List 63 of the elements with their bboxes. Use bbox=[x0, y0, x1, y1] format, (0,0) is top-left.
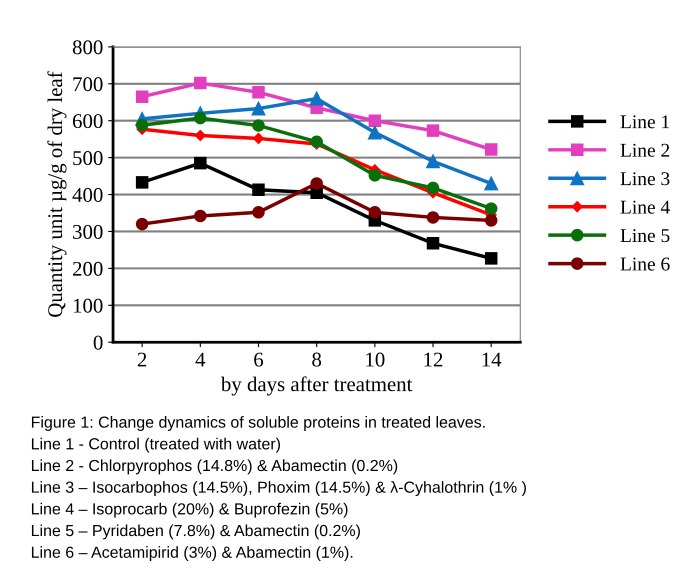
point bbox=[310, 177, 323, 190]
caption: Figure 1: Change dynamics of soluble proteins in treated leaves. bbox=[32, 416, 485, 431]
x-tick-label: 2 bbox=[138, 352, 146, 366]
point bbox=[136, 218, 148, 230]
point bbox=[484, 252, 498, 265]
x-tick-label: 14 bbox=[482, 352, 502, 366]
legend-label: Line 2 bbox=[620, 144, 670, 157]
text: Line 1 - Control (treated with water) bbox=[32, 438, 280, 453]
point bbox=[484, 176, 498, 190]
legend-label: Line 5 bbox=[620, 229, 670, 242]
point bbox=[252, 132, 264, 144]
legend-label: Line 1 bbox=[620, 115, 670, 128]
x-axis-title: by days after treatment bbox=[220, 376, 412, 396]
text: Line 5 – Pyridaben (7.8%) & Abamectin (0.2%) bbox=[32, 524, 360, 540]
point bbox=[368, 126, 382, 140]
point bbox=[194, 210, 207, 222]
point bbox=[310, 92, 324, 106]
point bbox=[252, 119, 265, 132]
point bbox=[484, 143, 498, 156]
y-tick-label: 500 bbox=[73, 151, 103, 166]
x-tick-label: 6 bbox=[254, 352, 264, 367]
y-tick-label: 600 bbox=[72, 114, 103, 128]
point bbox=[368, 114, 382, 127]
point bbox=[484, 214, 498, 227]
y-tick-label: 200 bbox=[72, 262, 103, 276]
point bbox=[426, 237, 440, 250]
point bbox=[426, 182, 440, 194]
y-tick-label: 0 bbox=[94, 336, 103, 350]
y-tick-label: 300 bbox=[73, 224, 103, 239]
point bbox=[310, 136, 323, 148]
point bbox=[194, 156, 207, 170]
point bbox=[252, 102, 266, 116]
point bbox=[484, 202, 498, 215]
point bbox=[136, 90, 148, 103]
point bbox=[194, 112, 207, 124]
point bbox=[252, 184, 265, 196]
x-tick-label: 4 bbox=[196, 352, 206, 366]
text: Line 6 – Acetamipirid (3%) & Abamectin (1%). bbox=[32, 546, 352, 562]
point bbox=[426, 211, 440, 224]
y-axis-title: Quantity unit µg/g of dry leaf bbox=[47, 71, 67, 317]
x-tick-label: 10 bbox=[366, 352, 384, 367]
text: Line 4 – Isoprocarb (20%) & Buprofezin (5%) bbox=[32, 502, 348, 518]
point bbox=[194, 130, 206, 142]
text: Line 3 – Isocarbophos (14.5%), Phoxim (14.5%) & λ-Cyhalothrin (1% ) bbox=[32, 481, 526, 496]
point bbox=[368, 206, 382, 219]
y-tick-label: 800 bbox=[72, 40, 103, 54]
text: Line 2 - Chlorpyrophos (14.8%) & Abamectin (0.2%) bbox=[32, 459, 398, 474]
point bbox=[368, 169, 382, 182]
point bbox=[136, 118, 148, 132]
point bbox=[426, 154, 440, 168]
point bbox=[194, 76, 207, 90]
point bbox=[426, 124, 440, 137]
y-tick-label: 700 bbox=[73, 77, 103, 92]
legend-label: Line 4 bbox=[620, 200, 670, 214]
point bbox=[252, 206, 265, 219]
x-tick-label: 12 bbox=[424, 352, 442, 366]
legend-label: Line 6 bbox=[620, 258, 670, 271]
point bbox=[136, 176, 148, 189]
point bbox=[252, 86, 265, 99]
y-tick-label: 100 bbox=[74, 298, 103, 313]
legend-label: Line 3 bbox=[620, 172, 670, 186]
x-tick-label: 8 bbox=[312, 352, 322, 367]
y-tick-label: 400 bbox=[72, 188, 103, 202]
